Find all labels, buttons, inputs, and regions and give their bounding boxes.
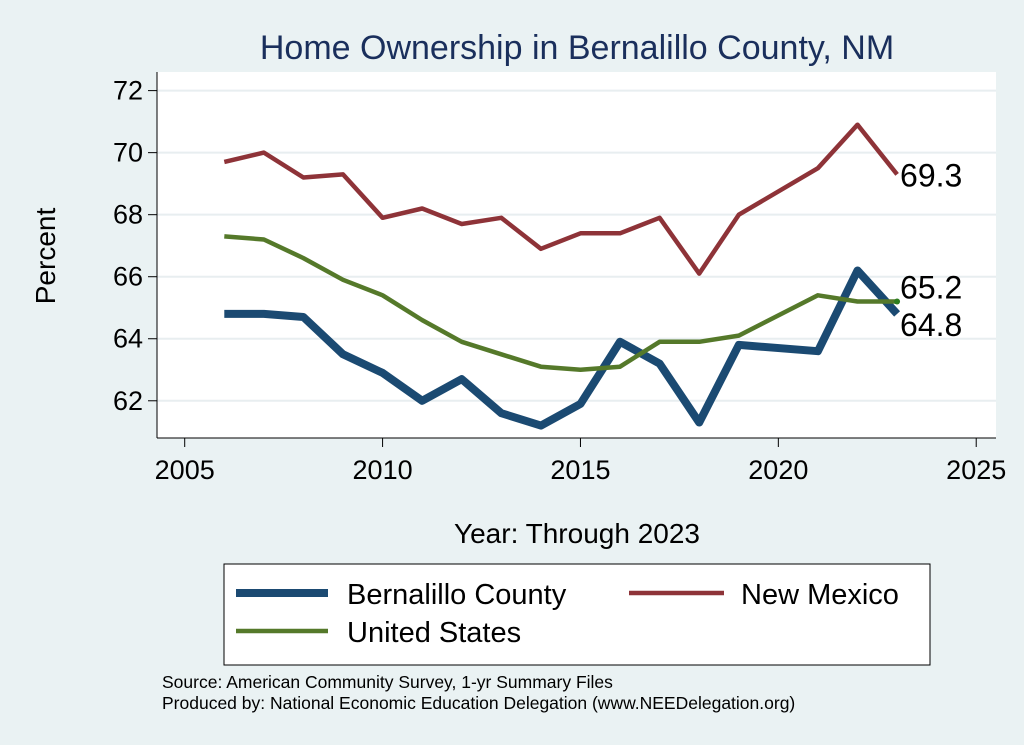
y-tick-label: 62 [113, 386, 143, 416]
y-tick-label: 68 [113, 200, 143, 230]
x-tick-label: 2015 [550, 455, 610, 485]
producer-note: Produced by: National Economic Education… [162, 693, 795, 713]
end-label-new-mexico: 69.3 [900, 157, 962, 193]
legend-label: United States [347, 617, 521, 649]
y-tick-label: 66 [113, 262, 143, 292]
y-tick-label: 64 [113, 324, 143, 354]
y-axis: 62 64 66 68 70 72 [113, 72, 158, 438]
legend-box [223, 563, 931, 666]
series-line-bernalillo-county [224, 266, 901, 430]
series-lines [223, 122, 901, 430]
x-tick-label: 2020 [748, 455, 808, 485]
x-axis: 2005 2010 2015 2020 2025 [155, 437, 1006, 485]
y-axis-title: Percent [30, 208, 61, 305]
end-label-bernalillo-county: 64.8 [900, 307, 962, 343]
x-tick-label: 2010 [353, 455, 413, 485]
series-line-united-states [224, 234, 898, 373]
x-axis-title: Year: Through 2023 [454, 518, 700, 549]
series-line-new-mexico [223, 122, 899, 276]
chart-title: Home Ownership in Bernalillo County, NM [260, 29, 894, 67]
x-tick-label: 2025 [946, 455, 1006, 485]
end-label-united-states: 65.2 [900, 270, 962, 306]
legend: Bernalillo County New Mexico United States [223, 563, 931, 666]
plot-area [157, 72, 996, 438]
series-end-marker [894, 298, 901, 305]
x-tick-label: 2005 [155, 455, 215, 485]
legend-label: New Mexico [741, 579, 899, 611]
y-tick-label: 72 [113, 76, 143, 106]
end-labels: 64.8 69.3 65.2 [900, 157, 962, 343]
source-note: Source: American Community Survey, 1-yr … [162, 672, 613, 692]
gridlines [157, 89, 996, 402]
y-tick-label: 70 [113, 138, 143, 168]
legend-label: Bernalillo County [347, 579, 567, 611]
